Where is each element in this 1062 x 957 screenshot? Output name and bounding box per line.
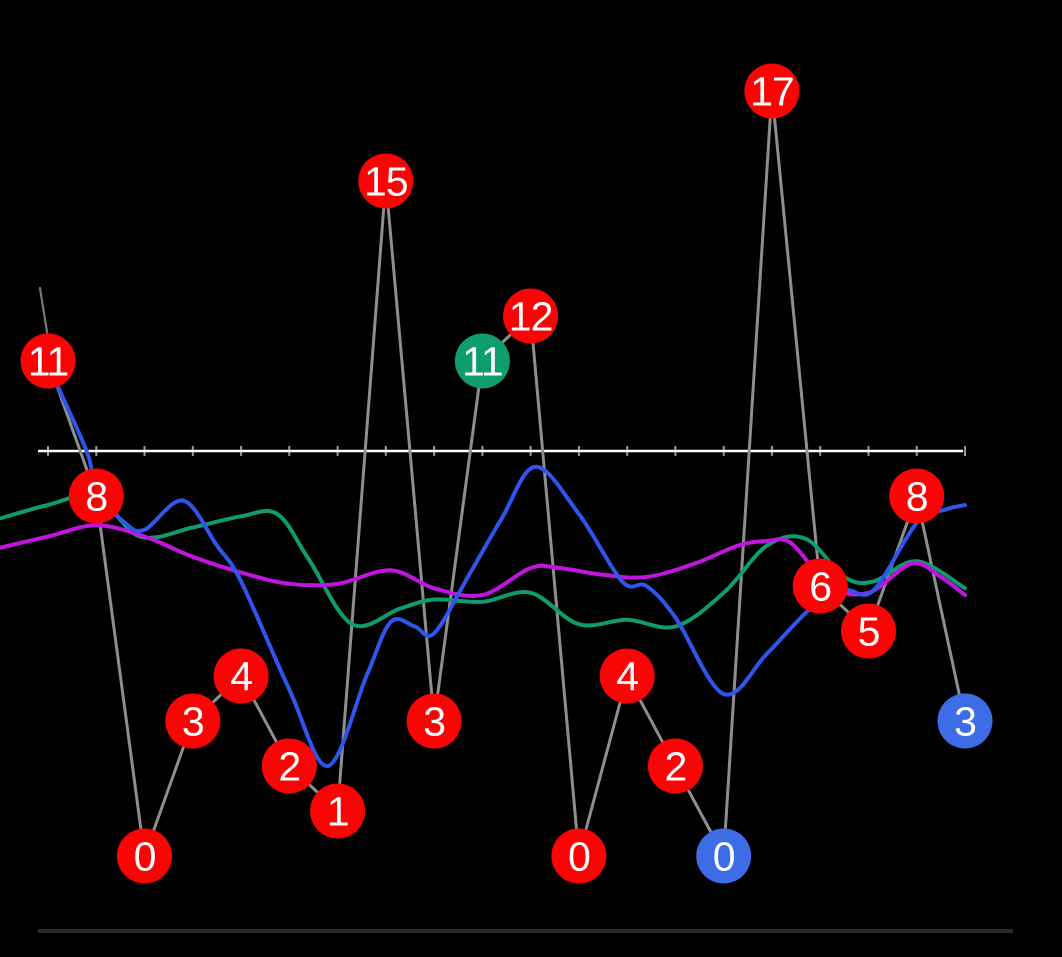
data-point-marker-8[interactable]: 15 [358,153,414,209]
data-point-marker-6[interactable]: 2 [261,738,317,794]
marker-circle[interactable] [20,333,76,389]
marker-value-label: 11 [28,339,69,385]
data-point-marker-11[interactable]: 12 [503,288,559,344]
marker-value-label: 12 [509,294,553,340]
marker-circle[interactable] [165,693,221,749]
marker-circle[interactable] [358,153,414,209]
data-point-marker-4[interactable]: 3 [165,693,221,749]
data-point-marker-14[interactable]: 2 [647,738,703,794]
data-point-marker-15[interactable]: 0 [696,828,752,884]
data-point-marker-3[interactable]: 0 [117,828,172,884]
marker-value-label: 6 [809,564,831,610]
data-point-marker-16[interactable]: 17 [744,63,800,119]
data-point-marker-12[interactable]: 0 [551,828,607,884]
marker-circle[interactable] [454,333,510,389]
marker-value-label: 0 [134,834,156,880]
data-point-marker-17[interactable]: 6 [792,558,848,614]
data-point-marker-1[interactable]: 11 [20,333,76,389]
data-point-marker-7[interactable]: 1 [310,783,366,839]
marker-value-label: 11 [462,339,503,385]
marker-circle[interactable] [68,468,124,524]
marker-circle[interactable] [889,468,945,524]
marker-circle[interactable] [937,693,993,749]
marker-value-label: 5 [858,609,880,655]
marker-value-label: 8 [85,474,107,520]
marker-value-label: 0 [713,834,735,880]
data-point-marker-10[interactable]: 11 [454,333,510,389]
data-point-marker-13[interactable]: 4 [599,648,655,704]
data-point-marker-19[interactable]: 8 [889,468,945,524]
marker-value-label: 0 [568,834,590,880]
marker-value-label: 1 [327,789,349,835]
marker-circle[interactable] [503,288,559,344]
data-point-marker-2[interactable]: 8 [68,468,124,524]
marker-value-label: 8 [906,474,928,520]
marker-circle[interactable] [841,603,896,659]
data-point-marker-20[interactable]: 3 [937,693,993,749]
marker-value-label: 3 [954,699,976,745]
marker-value-label: 2 [278,744,300,790]
marker-circle[interactable] [551,828,607,884]
marker-circle[interactable] [213,648,269,704]
marker-value-label: 15 [364,159,408,205]
data-point-marker-18[interactable]: 5 [841,603,896,659]
marker-circle[interactable] [406,693,462,749]
marker-value-label: 4 [230,654,252,700]
marker-circle[interactable] [792,558,848,614]
marker-circle[interactable] [261,738,317,794]
marker-value-label: 2 [664,744,686,790]
marker-value-label: 3 [423,699,445,745]
marker-circle[interactable] [696,828,752,884]
marker-circle[interactable] [310,783,366,839]
marker-value-label: 17 [750,69,794,115]
data-point-marker-9[interactable]: 3 [406,693,462,749]
data-point-marker-5[interactable]: 4 [213,648,269,704]
green-smooth-curve [0,492,967,630]
marker-circle[interactable] [744,63,800,119]
marker-circle[interactable] [647,738,703,794]
marker-circle[interactable] [117,828,172,884]
marker-value-label: 3 [182,699,204,745]
marker-value-label: 4 [616,654,638,700]
marker-circle[interactable] [599,648,655,704]
